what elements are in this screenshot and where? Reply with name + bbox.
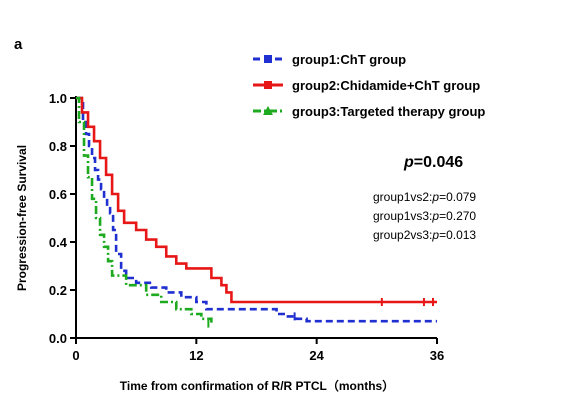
x-tick-label: 36 xyxy=(430,348,444,363)
series-line-group1 xyxy=(76,96,437,323)
series-line-group3 xyxy=(76,96,213,324)
legend-label-group3: group3:Targeted therapy group xyxy=(292,104,485,119)
p-value-overall: p=0.046 xyxy=(403,154,463,171)
legend-item-group2: group2:Chidamide+ChT group xyxy=(253,78,480,93)
p-symbol: p xyxy=(403,154,414,171)
y-tick-label: 0.8 xyxy=(49,139,67,154)
legend-marker-group3 xyxy=(263,106,273,115)
x-axis-label: Time from confirmation of R/R PTCL（month… xyxy=(120,378,394,393)
x-tick-label: 12 xyxy=(189,348,203,363)
y-tick-label: 0.0 xyxy=(49,331,67,346)
y-tick-label: 0.6 xyxy=(49,187,67,202)
y-tick-label: 1.0 xyxy=(49,91,67,106)
series-line-group2 xyxy=(76,96,437,304)
comparison-group1vs3: group1vs3:p=0.270 xyxy=(373,209,476,223)
p-value-number: =0.046 xyxy=(414,154,463,171)
x-tick-label: 0 xyxy=(72,348,79,363)
x-tick-label: 24 xyxy=(309,348,324,363)
legend-item-group1: group1:ChT group xyxy=(253,52,406,67)
legend-label-group2: group2:Chidamide+ChT group xyxy=(292,78,480,93)
y-tick-label: 0.2 xyxy=(49,283,67,298)
y-tick-label: 0.4 xyxy=(49,235,68,250)
legend-marker-group1 xyxy=(264,55,272,63)
comparison-group1vs2: group1vs2:p=0.079 xyxy=(373,190,476,204)
legend-marker-group2 xyxy=(264,81,272,89)
y-axis-label: Progression-free Survival xyxy=(15,145,29,291)
legend: group1:ChT group group2:Chidamide+ChT gr… xyxy=(253,52,485,119)
panel-label: a xyxy=(14,36,23,53)
comparison-group2vs3: group2vs3:p=0.013 xyxy=(373,228,476,242)
plot-area: 0.0 0.2 0.4 0.6 0.8 1.0 0 12 24 36 xyxy=(49,91,444,363)
legend-item-group3: group3:Targeted therapy group xyxy=(253,104,485,119)
legend-label-group1: group1:ChT group xyxy=(292,52,406,67)
